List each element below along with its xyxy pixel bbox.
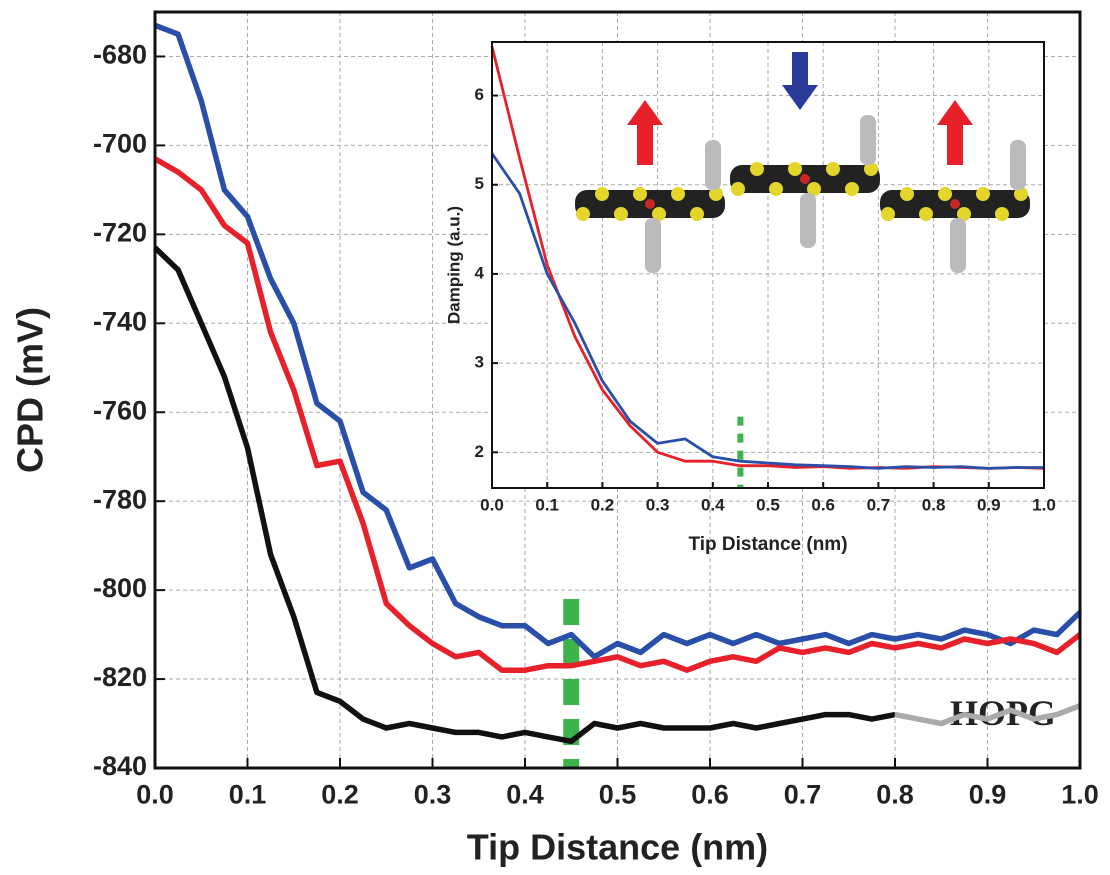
atom xyxy=(800,174,810,184)
atom xyxy=(690,207,704,221)
series-line xyxy=(894,703,1081,727)
y-axis-label: Damping (a.u.) xyxy=(444,206,463,324)
x-tick-label: 0.8 xyxy=(876,779,914,809)
molecule-illustration xyxy=(575,52,1030,273)
atom xyxy=(1014,187,1028,201)
atom xyxy=(995,207,1009,221)
series-line xyxy=(153,245,896,745)
atom xyxy=(864,162,878,176)
atom xyxy=(957,207,971,221)
x-tick-label: 0.0 xyxy=(480,495,504,514)
atom xyxy=(881,207,895,221)
arrow-up xyxy=(937,100,973,165)
atom xyxy=(950,199,960,209)
inset-plot: 0.0 0.1 0.2 0.3 0.4 0.5 0.6 0.7 0.8 0.9 1.0 2 3 4 5 6 Ti… xyxy=(444,41,1056,555)
series-line xyxy=(153,156,1082,673)
y-tick-label: -680 xyxy=(93,40,147,70)
atom xyxy=(652,207,666,221)
alkyl-chain xyxy=(1010,140,1026,190)
x-tick-label: 0.9 xyxy=(969,779,1007,809)
atom xyxy=(645,199,655,209)
atom xyxy=(788,162,802,176)
x-tick-label: 0.7 xyxy=(784,779,822,809)
alkyl-chain xyxy=(860,115,876,165)
atom xyxy=(900,187,914,201)
x-tick-label: 1.0 xyxy=(1061,779,1099,809)
x-tick-label: 0.3 xyxy=(646,495,670,514)
y-tick-label: -740 xyxy=(93,306,147,336)
atom xyxy=(671,187,685,201)
plot-frame xyxy=(153,10,1082,770)
x-tick-label: 0.2 xyxy=(321,779,359,809)
series-line xyxy=(490,152,1044,470)
y-tick-label: -760 xyxy=(93,395,147,425)
x-tick-label: 0.6 xyxy=(691,779,729,809)
x-axis-label: Tip Distance (nm) xyxy=(688,534,847,555)
y-tick-label: -700 xyxy=(93,129,147,159)
atom xyxy=(633,187,647,201)
atom xyxy=(807,182,821,196)
x-tick-label: 0.2 xyxy=(591,495,615,514)
y-tick-label: -800 xyxy=(93,573,147,603)
x-tick-label: 0.8 xyxy=(922,495,946,514)
alkyl-chain xyxy=(705,140,721,190)
x-tick-label: 0.4 xyxy=(506,779,544,809)
x-tick-label: 0.6 xyxy=(811,495,835,514)
atom xyxy=(709,187,723,201)
x-tick-label: 0.1 xyxy=(535,495,559,514)
y-tick-label: 5 xyxy=(475,174,484,193)
atom xyxy=(976,187,990,201)
y-tick-label: -780 xyxy=(93,484,147,514)
y-tick-label: -720 xyxy=(93,217,147,247)
y-tick-label: 2 xyxy=(475,442,484,461)
alkyl-chain xyxy=(950,218,966,273)
atom xyxy=(750,162,764,176)
atom xyxy=(938,187,952,201)
atom xyxy=(731,182,745,196)
y-tick-label: -840 xyxy=(93,751,147,781)
y-tick-label: 3 xyxy=(475,353,484,372)
x-axis-label: Tip Distance (nm) xyxy=(467,827,768,868)
y-tick-label: 6 xyxy=(475,85,484,104)
alkyl-chain xyxy=(800,193,816,248)
atom xyxy=(845,182,859,196)
x-tick-label: 0.1 xyxy=(229,779,267,809)
alkyl-chain xyxy=(645,218,661,273)
series-line xyxy=(154,22,1082,660)
y-tick-label: 4 xyxy=(475,263,485,282)
plot-frame xyxy=(491,41,1045,489)
atom xyxy=(576,207,590,221)
y-axis-label: CPD (mV) xyxy=(10,307,51,473)
atom xyxy=(614,207,628,221)
x-tick-label: 0.3 xyxy=(414,779,452,809)
x-tick-label: 0.0 xyxy=(136,779,174,809)
arrow-down xyxy=(782,52,818,110)
atom xyxy=(826,162,840,176)
x-tick-label: 0.4 xyxy=(701,495,725,514)
atom xyxy=(919,207,933,221)
x-tick-label: 1.0 xyxy=(1032,495,1056,514)
atom xyxy=(769,182,783,196)
y-tick-label: -820 xyxy=(93,662,147,692)
x-tick-label: 0.7 xyxy=(867,495,891,514)
x-tick-label: 0.5 xyxy=(756,495,780,514)
atom xyxy=(595,187,609,201)
arrow-up xyxy=(627,100,663,165)
x-tick-label: 0.5 xyxy=(599,779,637,809)
x-tick-label: 0.9 xyxy=(977,495,1001,514)
